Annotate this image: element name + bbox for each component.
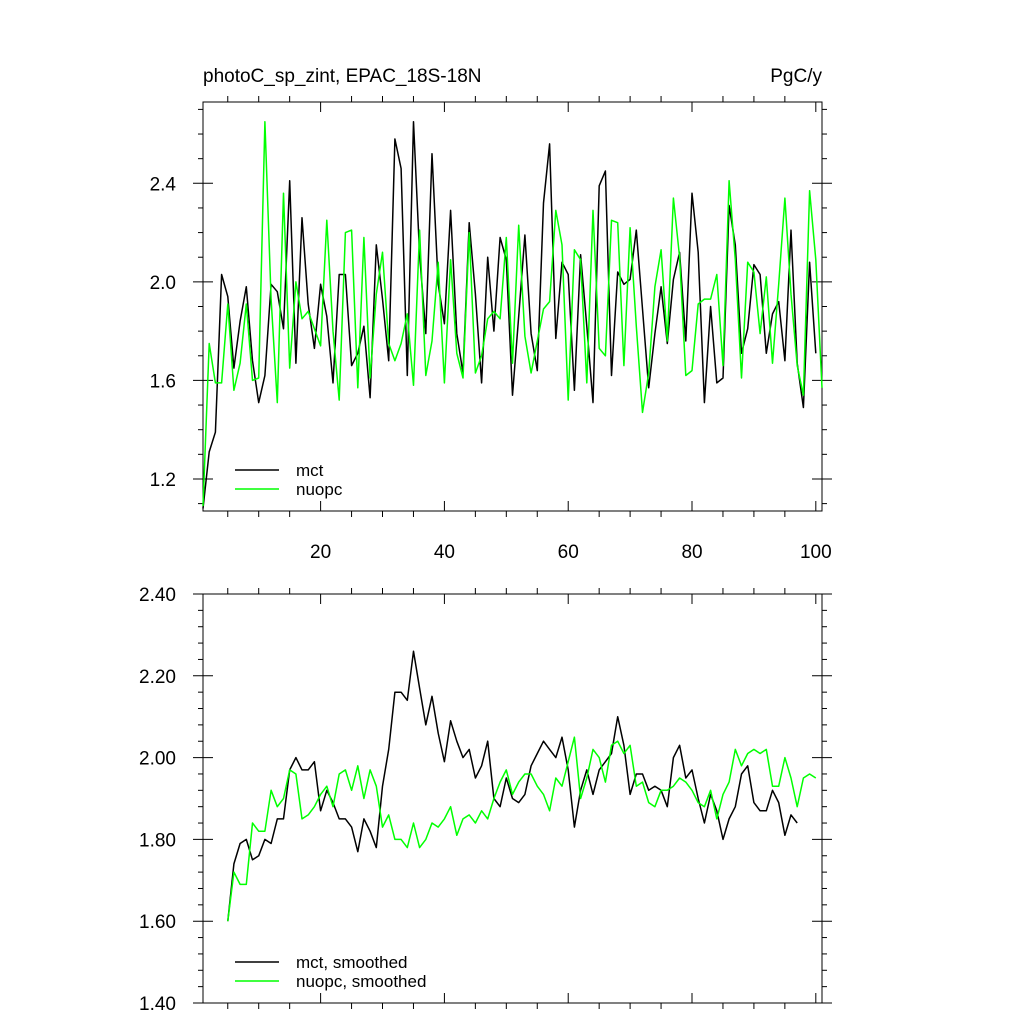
legend: mct, smoothed nuopc, smoothed	[235, 953, 426, 991]
ticks	[193, 96, 832, 517]
units-label: PgC/y	[770, 66, 822, 87]
series-line-mct	[202, 120, 817, 509]
y-tick-labels: 1.2 1.6 2.0 2.4	[150, 174, 177, 491]
x-tick-labels: 20 40 60 80 100	[310, 542, 832, 563]
legend: mct nuopc	[235, 461, 343, 499]
x-tick-label: 40	[434, 542, 455, 563]
y-tick-label: 2.40	[139, 585, 176, 606]
plot-frame	[202, 593, 823, 1004]
series-lines	[227, 650, 817, 922]
series-line-nuopc	[202, 120, 823, 507]
y-tick-label: 2.00	[139, 749, 176, 770]
y-tick-label: 1.6	[150, 371, 176, 392]
ticks	[193, 588, 832, 1009]
legend-label-nuopc-smoothed: nuopc, smoothed	[296, 972, 426, 991]
y-tick-label: 1.2	[150, 470, 176, 491]
top-panel: photoC_sp_zint, EPAC_18S-18N PgC/y 1.21.…	[150, 66, 832, 563]
legend-label-mct-smoothed: mct, smoothed	[296, 953, 408, 972]
y-tick-label: 2.20	[139, 667, 176, 688]
y-tick-label: 1.80	[139, 830, 176, 851]
x-tick-label: 20	[310, 542, 331, 563]
x-tick-label: 100	[800, 542, 832, 563]
legend-label-mct: mct	[296, 461, 324, 480]
legend-label-nuopc: nuopc	[296, 480, 343, 499]
series-line-nuopc-smoothed	[227, 736, 817, 922]
series-line-mct-smoothed	[227, 650, 798, 922]
bottom-panel: 1.40 1.60 1.80 2.00 2.20 2.40 mct, smoothed n…	[139, 585, 832, 1015]
series-lines	[202, 120, 823, 509]
y-tick-label: 2.4	[150, 174, 177, 195]
plot-frame	[202, 101, 823, 512]
x-tick-label: 80	[681, 542, 702, 563]
x-tick-label: 60	[558, 542, 579, 563]
y-tick-label: 1.60	[139, 912, 176, 933]
chart-title: photoC_sp_zint, EPAC_18S-18N	[203, 66, 481, 87]
y-tick-label: 1.40	[139, 994, 176, 1015]
y-tick-label: 2.0	[150, 273, 176, 294]
y-tick-labels: 1.40 1.60 1.80 2.00 2.20 2.40	[139, 585, 176, 1015]
